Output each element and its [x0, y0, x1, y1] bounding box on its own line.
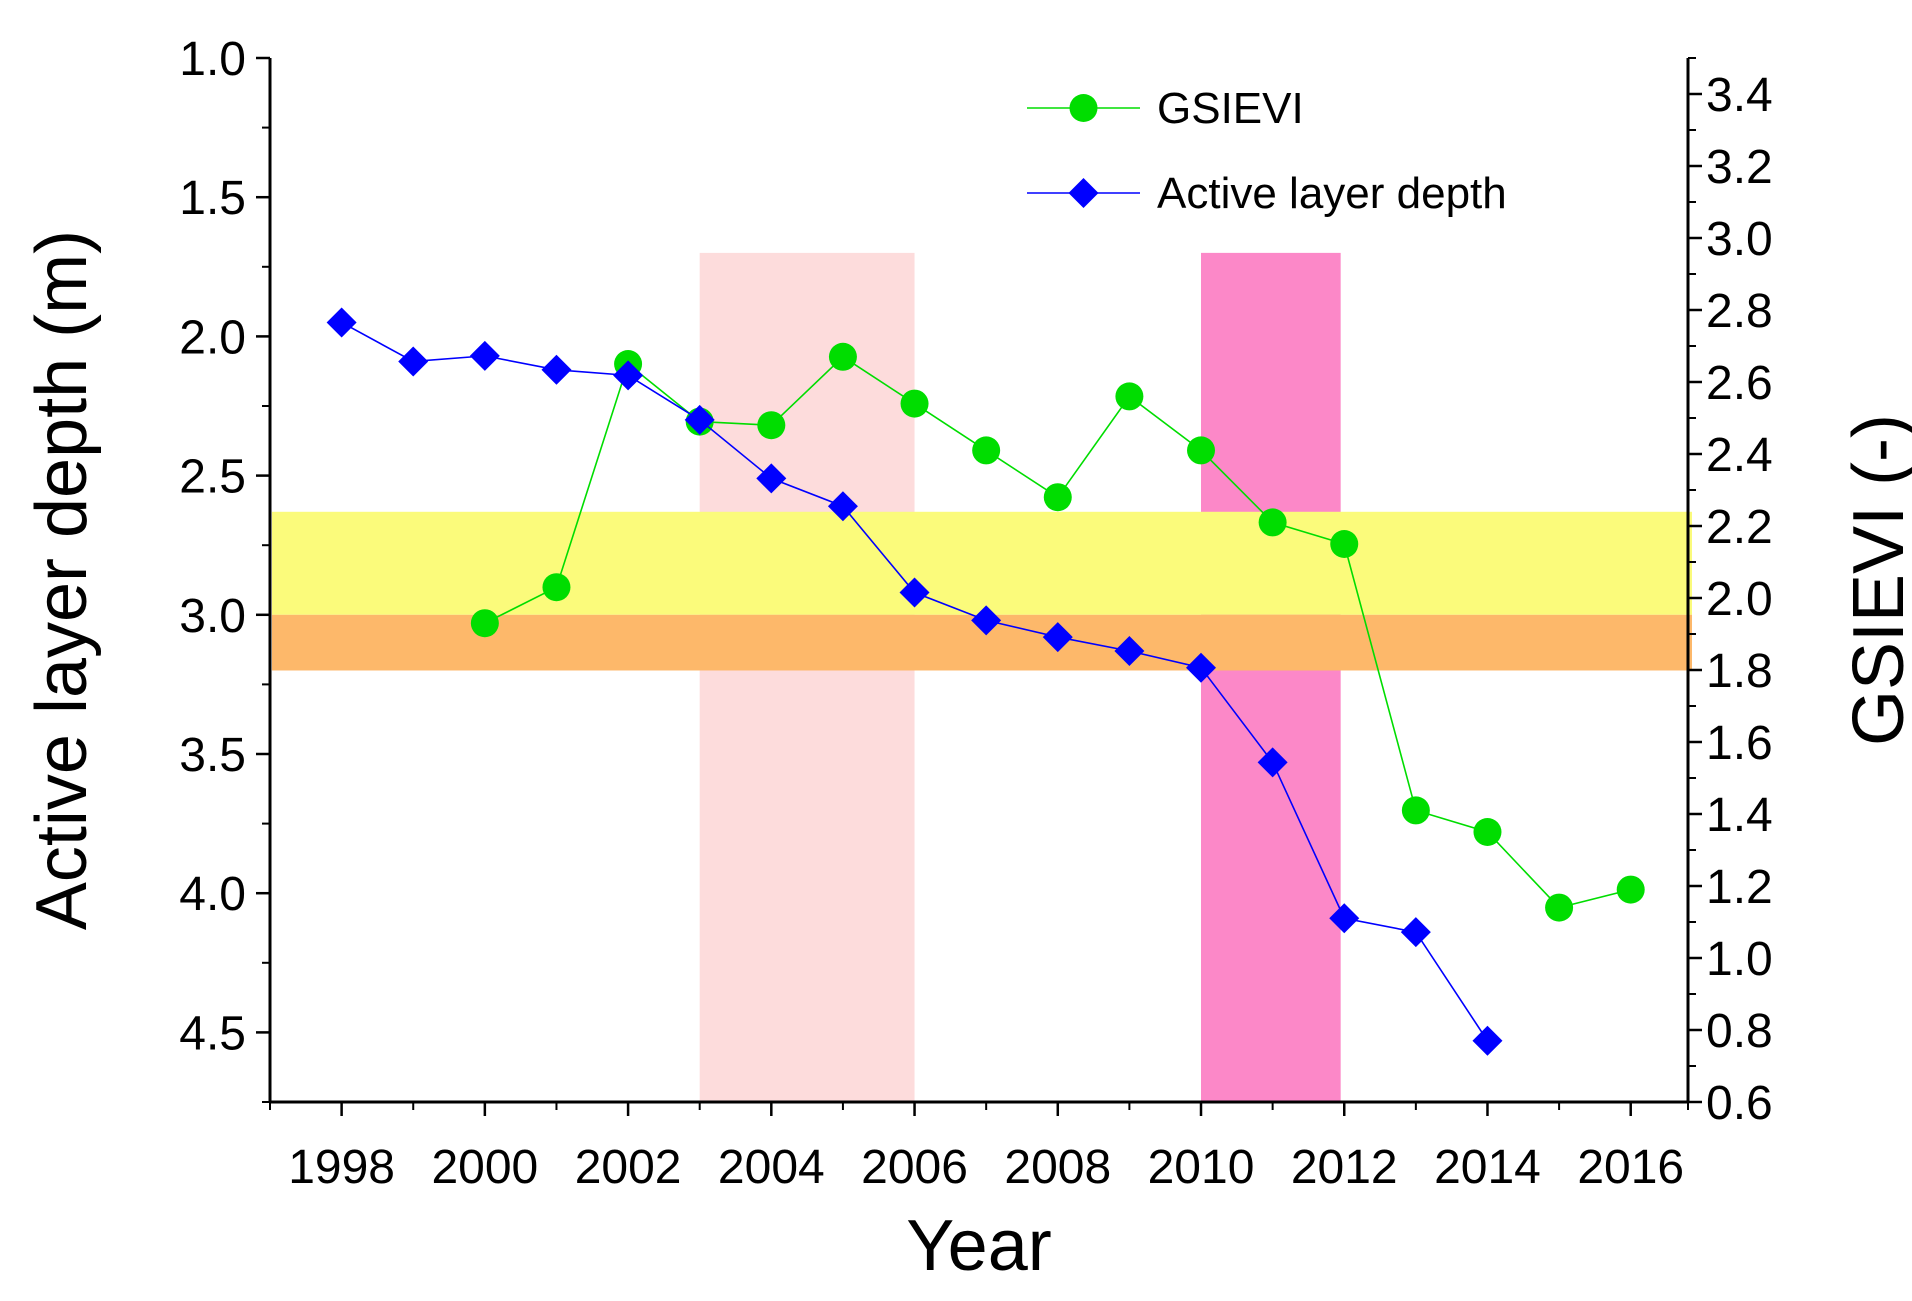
left-tick-label: 3.5 — [179, 729, 246, 782]
data-point — [1258, 508, 1287, 537]
data-point — [613, 360, 644, 391]
right-tick-label: 0.6 — [1706, 1077, 1773, 1130]
left-tick-label: 2.0 — [179, 311, 246, 364]
legend-label: Active layer depth — [1157, 169, 1507, 218]
legend-marker — [1068, 178, 1099, 208]
x-tick-label: 2014 — [1434, 1141, 1541, 1194]
data-point — [1115, 382, 1144, 411]
data-point — [542, 573, 571, 602]
right-tick-label: 1.4 — [1706, 789, 1773, 842]
data-point — [971, 605, 1002, 636]
right-tick-label: 1.2 — [1706, 861, 1773, 914]
right-tick-label: 3.2 — [1706, 141, 1773, 194]
shaded-regions — [272, 252, 1692, 1102]
data-point — [972, 436, 1001, 465]
series-layer — [326, 307, 1645, 1056]
legend-marker — [1069, 94, 1098, 122]
left-tick-label: 1.0 — [179, 33, 246, 86]
x-tick-label: 1998 — [288, 1141, 395, 1194]
data-point — [1400, 917, 1431, 948]
data-point — [1473, 818, 1502, 846]
right-tick-label: 2.8 — [1706, 285, 1773, 338]
shaded-region-3 — [272, 511, 1692, 615]
plot-frame — [268, 58, 1690, 1104]
shaded-region-2 — [1201, 252, 1341, 1102]
data-point — [398, 346, 429, 377]
right-tick-label: 2.6 — [1706, 357, 1773, 410]
data-point — [1114, 635, 1145, 666]
data-point — [1401, 796, 1430, 825]
data-point — [1329, 903, 1360, 934]
legend-label: GSIEVI — [1157, 84, 1304, 133]
right-tick-label: 1.6 — [1706, 717, 1773, 770]
right-tick-label: 1.0 — [1706, 933, 1773, 986]
x-tick-label: 2008 — [1004, 1141, 1111, 1194]
series-2 — [326, 307, 1503, 1056]
left-tick-label: 2.5 — [179, 451, 246, 504]
left-tick-label: 4.5 — [179, 1007, 246, 1060]
right-y-axis-title: GSIEVI (-) — [1839, 414, 1912, 746]
axes-layer: 1.0 1.5 2.0 2.5 3.0 3.5 4.0 4.5 0.6 0.8 1.0 1.2 1.4 1… — [22, 33, 1912, 1286]
data-point — [899, 577, 930, 608]
data-point — [1472, 1025, 1503, 1056]
data-point — [1042, 622, 1073, 653]
data-point — [1186, 652, 1217, 683]
x-tick-label: 2000 — [431, 1141, 538, 1194]
right-tick-label: 3.4 — [1706, 69, 1773, 122]
left-tick-label: 3.0 — [179, 590, 246, 643]
data-point — [541, 354, 572, 385]
x-tick-label: 2002 — [575, 1141, 682, 1194]
legend: GSIEVI Active layer depth — [1027, 84, 1507, 218]
x-tick-label: 2012 — [1291, 1141, 1398, 1194]
data-point — [326, 307, 357, 338]
left-tick-label: 1.5 — [179, 172, 246, 225]
left-tick-label: 4.0 — [179, 868, 246, 921]
right-tick-label: 1.8 — [1706, 645, 1773, 698]
shaded-region-1 — [699, 252, 915, 1102]
data-point — [1187, 436, 1216, 465]
data-point — [1616, 875, 1645, 904]
data-point — [756, 463, 787, 494]
right-tick-label: 2.4 — [1706, 429, 1773, 482]
data-point — [757, 411, 786, 440]
data-point — [470, 609, 499, 638]
data-point — [684, 404, 715, 435]
data-point — [827, 491, 858, 522]
data-point — [1545, 893, 1574, 922]
x-tick-label: 2016 — [1577, 1141, 1684, 1194]
x-tick-label: 2010 — [1148, 1141, 1255, 1194]
data-point — [828, 342, 857, 371]
right-tick-label: 0.8 — [1706, 1005, 1773, 1058]
x-tick-label: 2006 — [861, 1141, 968, 1194]
data-point — [1257, 747, 1288, 778]
right-tick-label: 3.0 — [1706, 213, 1773, 266]
data-point — [469, 340, 500, 371]
right-tick-label: 2.0 — [1706, 573, 1773, 626]
x-tick-label: 2004 — [718, 1141, 825, 1194]
x-axis-title: Year — [906, 1206, 1051, 1286]
right-tick-label: 2.2 — [1706, 501, 1773, 554]
data-point — [1330, 530, 1359, 558]
data-point — [900, 389, 929, 418]
data-point — [1043, 483, 1072, 512]
left-y-axis-title: Active layer depth (m) — [22, 230, 102, 930]
